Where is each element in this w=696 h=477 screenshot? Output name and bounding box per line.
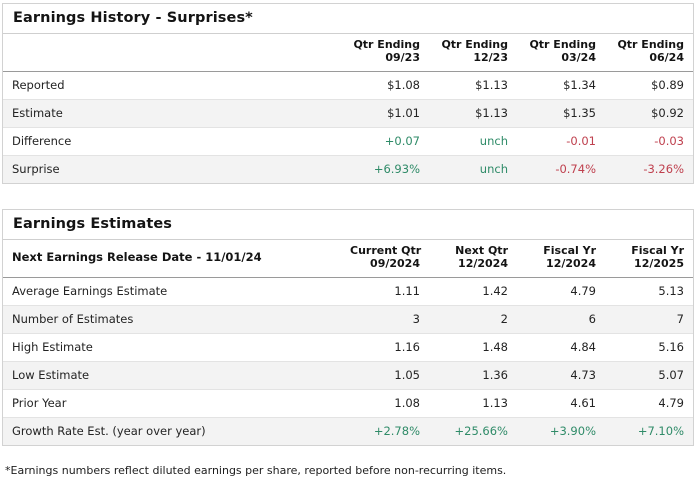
value-cell: $1.35 [563, 105, 596, 120]
row-label: Estimate [12, 105, 63, 120]
value-cell: -0.74% [555, 161, 596, 176]
value-cell: unch [479, 133, 508, 148]
next-earnings-release-date-label: Next Earnings Release Date - 11/01/24 [12, 250, 262, 265]
value-cell: 5.07 [658, 367, 684, 382]
value-cell: 6 [588, 311, 596, 326]
row-label: Low Estimate [12, 367, 90, 382]
value-cell: 4.73 [570, 367, 596, 382]
earnings-estimates-header-row: Next Earnings Release Date - 11/01/24 Cu… [3, 240, 693, 278]
value-cell: 4.61 [570, 395, 596, 410]
earnings-estimates-body: Average Earnings Estimate 1.11 1.42 4.79 5.1… [3, 277, 693, 445]
row-label: Number of Estimates [12, 311, 134, 326]
earnings-estimates-table: Next Earnings Release Date - 11/01/24 Cu… [3, 240, 693, 445]
value-cell: +7.10% [637, 423, 684, 438]
earnings-estimates-section: Earnings Estimates Next Earnings Release… [2, 208, 694, 446]
table-row: Prior Year 1.08 1.13 4.61 4.79 [3, 389, 693, 418]
row-label: Difference [12, 133, 72, 148]
column-header: Fiscal Yr 12/2025 [631, 243, 684, 271]
value-cell: 4.84 [570, 339, 596, 354]
value-cell: +0.07 [384, 133, 420, 148]
value-cell: +25.66% [454, 423, 509, 438]
earnings-estimates-title: Earnings Estimates [3, 210, 693, 240]
row-label: High Estimate [12, 339, 93, 354]
earnings-history-section: Earnings History - Surprises* Qtr Ending… [2, 3, 694, 184]
value-cell: 1.42 [482, 283, 508, 298]
column-header: Current Qtr 09/2024 [350, 243, 422, 271]
row-label: Prior Year [12, 395, 67, 410]
table-row: Growth Rate Est. (year over year) +2.78% +… [3, 417, 693, 445]
value-cell: 1.36 [482, 367, 508, 382]
earnings-history-body: Reported $1.08 $1.13 $1.34 $0.89 Estimate $1.0… [3, 71, 693, 183]
value-cell: +2.78% [373, 423, 420, 438]
value-cell: $0.89 [651, 77, 684, 92]
value-cell: $1.34 [563, 77, 596, 92]
value-cell: 1.08 [394, 395, 420, 410]
value-cell: 4.79 [658, 395, 684, 410]
table-row: Number of Estimates 3 2 6 7 [3, 305, 693, 334]
value-cell: unch [479, 161, 508, 176]
row-label: Reported [12, 77, 65, 92]
value-cell: 5.16 [658, 339, 684, 354]
value-cell: $0.92 [651, 105, 684, 120]
value-cell: $1.13 [475, 77, 508, 92]
value-cell: -0.03 [654, 133, 684, 148]
table-row: High Estimate 1.16 1.48 4.84 5.16 [3, 333, 693, 362]
value-cell: 5.13 [658, 283, 684, 298]
value-cell: -3.26% [643, 161, 684, 176]
earnings-history-header-row: Qtr Ending 09/23 Qtr Ending 12/23 Qtr Ending… [3, 34, 693, 72]
earnings-history-title: Earnings History - Surprises* [3, 4, 693, 34]
value-cell: 1.16 [394, 339, 420, 354]
table-row: Average Earnings Estimate 1.11 1.42 4.79 5.1… [3, 277, 693, 306]
column-header: Next Qtr 12/2024 [455, 243, 508, 271]
column-header: Qtr Ending 12/23 [441, 38, 508, 65]
row-label: Average Earnings Estimate [12, 283, 168, 298]
column-header: Fiscal Yr 12/2024 [543, 243, 596, 271]
corner-cell [3, 34, 341, 71]
table-row: Difference +0.07 unch -0.01 -0.03 [3, 127, 693, 156]
earnings-footnote: *Earnings numbers reflect diluted earnin… [5, 463, 507, 477]
value-cell: 7 [676, 311, 684, 326]
value-cell: 1.13 [482, 395, 508, 410]
table-row: Estimate $1.01 $1.13 $1.35 $0.92 [3, 99, 693, 128]
row-label: Growth Rate Est. (year over year) [12, 423, 206, 438]
value-cell: -0.01 [566, 133, 596, 148]
value-cell: +6.93% [373, 161, 420, 176]
table-row: Low Estimate 1.05 1.36 4.73 5.07 [3, 361, 693, 390]
earnings-history-table: Qtr Ending 09/23 Qtr Ending 12/23 Qtr Ending… [3, 34, 693, 183]
value-cell: 3 [412, 311, 420, 326]
value-cell: $1.01 [387, 105, 420, 120]
value-cell: +3.90% [549, 423, 596, 438]
value-cell: 1.05 [394, 367, 420, 382]
table-row: Surprise +6.93% unch -0.74% -3.26% [3, 155, 693, 183]
value-cell: $1.08 [387, 77, 420, 92]
column-header: Qtr Ending 06/24 [617, 38, 684, 65]
value-cell: $1.13 [475, 105, 508, 120]
value-cell: 1.11 [394, 283, 420, 298]
row-label: Surprise [12, 161, 60, 176]
table-row: Reported $1.08 $1.13 $1.34 $0.89 [3, 71, 693, 100]
value-cell: 2 [500, 311, 508, 326]
value-cell: 1.48 [482, 339, 508, 354]
column-header: Qtr Ending 09/23 [353, 38, 420, 65]
value-cell: 4.79 [570, 283, 596, 298]
column-header: Qtr Ending 03/24 [529, 38, 596, 65]
